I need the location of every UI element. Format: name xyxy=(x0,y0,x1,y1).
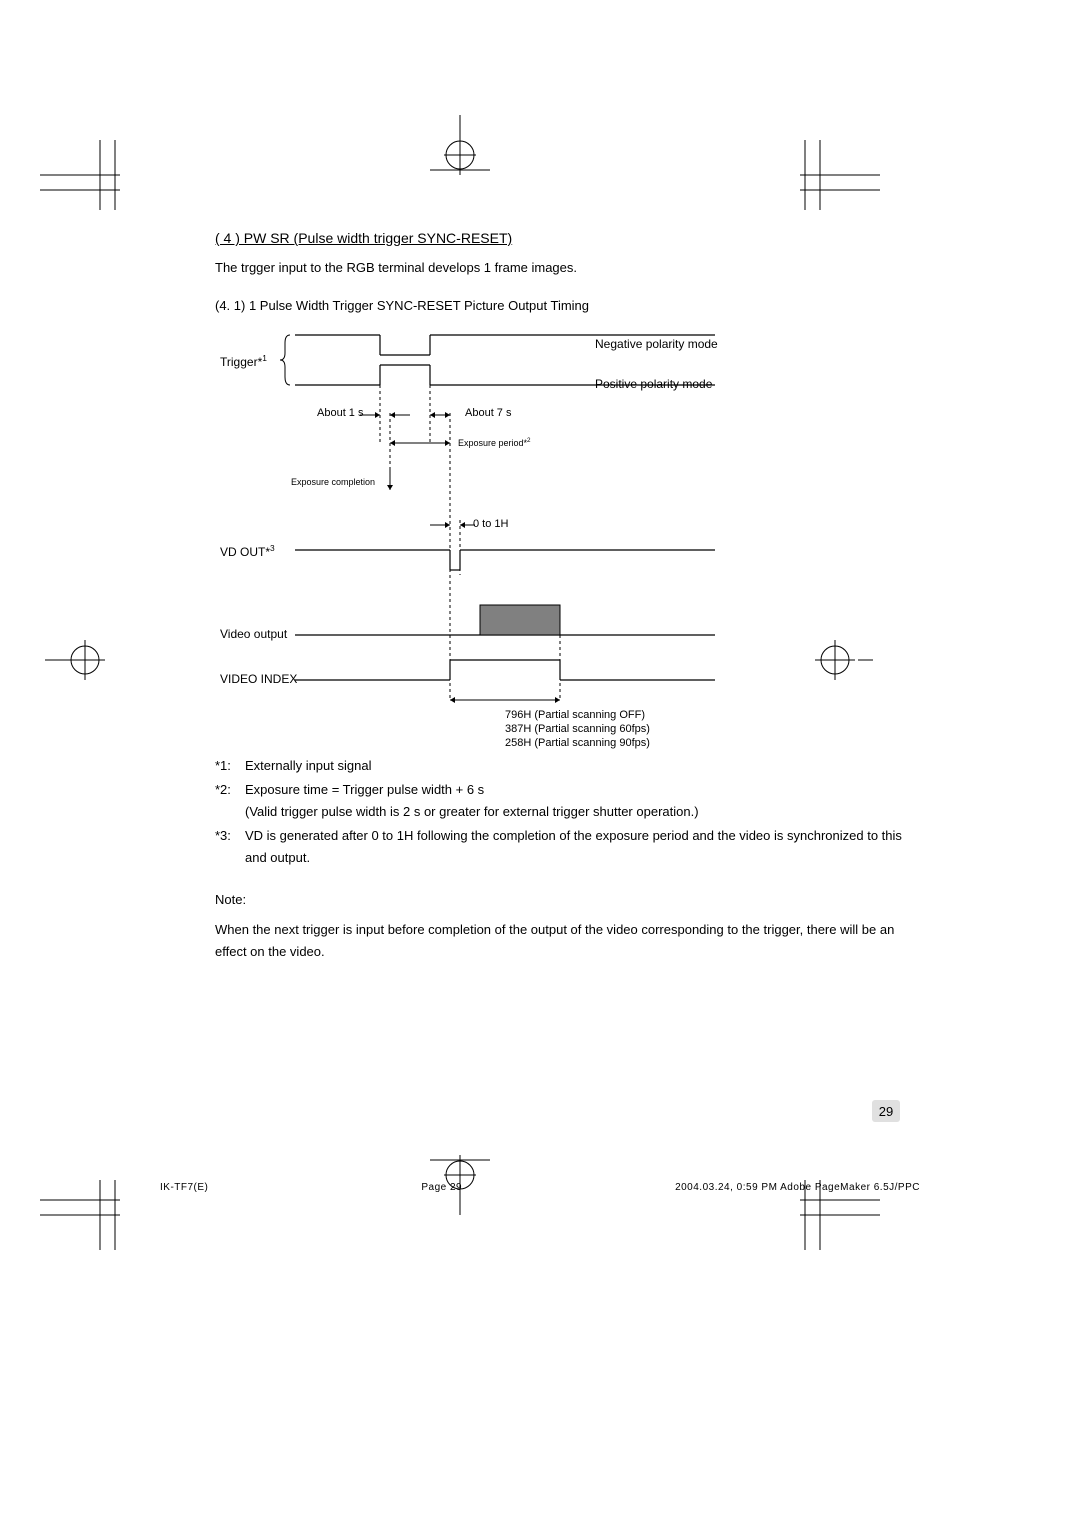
note2-text: Exposure time = Trigger pulse width + 6 … xyxy=(245,779,915,823)
note3-text: VD is generated after 0 to 1H following … xyxy=(245,825,915,869)
label-about7: About 7 s xyxy=(465,407,511,419)
registration-left-tick xyxy=(45,655,60,665)
note2-label: *2: xyxy=(215,779,245,823)
note3-label: *3: xyxy=(215,825,245,869)
label-zero-1h: 0 to 1H xyxy=(473,518,508,530)
section-intro: The trgger input to the RGB terminal dev… xyxy=(215,258,915,278)
label-trigger: Trigger*1 xyxy=(220,353,267,369)
registration-left xyxy=(55,630,115,690)
footer-right: 2004.03.24, 0:59 PM Adobe PageMaker 6.5J… xyxy=(675,1182,920,1193)
crop-mark-top-left xyxy=(40,140,130,210)
label-video-output: Video output xyxy=(220,627,287,641)
crop-mark-top-right xyxy=(790,140,880,210)
note-body: When the next trigger is input before co… xyxy=(215,919,915,963)
label-scan-lines: 796H (Partial scanning OFF) 387H (Partia… xyxy=(505,708,650,751)
label-vd-out: VD OUT*3 xyxy=(220,543,275,559)
label-exposure-period: Exposure period*2 xyxy=(458,437,531,448)
note-heading: Note: xyxy=(215,889,915,911)
footer-left: IK-TF7(E) xyxy=(160,1182,208,1193)
label-video-index: VIDEO INDEX xyxy=(220,672,297,686)
label-exposure-completion: Exposure completion xyxy=(291,477,375,487)
timing-diagram: Trigger*1 Negative polarity mode Positiv… xyxy=(215,325,915,745)
notes-block: *1: Externally input signal *2: Exposure… xyxy=(215,755,915,964)
note1-text: Externally input signal xyxy=(245,755,915,777)
crop-mark-bottom-left xyxy=(40,1180,130,1250)
label-neg-polarity: Negative polarity mode xyxy=(595,337,718,351)
label-pos-polarity: Positive polarity mode xyxy=(595,377,712,391)
label-about1: About 1 s xyxy=(317,407,363,419)
page-number: 29 xyxy=(872,1100,900,1122)
section-title: ( 4 ) PW SR (Pulse width trigger SYNC-RE… xyxy=(215,230,915,246)
footer: IK-TF7(E) Page 29 2004.03.24, 0:59 PM Ad… xyxy=(160,1182,920,1193)
note1-label: *1: xyxy=(215,755,245,777)
section-subtitle: (4. 1) 1 Pulse Width Trigger SYNC-RESET … xyxy=(215,298,915,313)
crop-mark-top-center xyxy=(430,115,490,175)
timing-diagram-svg xyxy=(215,325,915,745)
footer-center: Page 29 xyxy=(421,1182,462,1193)
